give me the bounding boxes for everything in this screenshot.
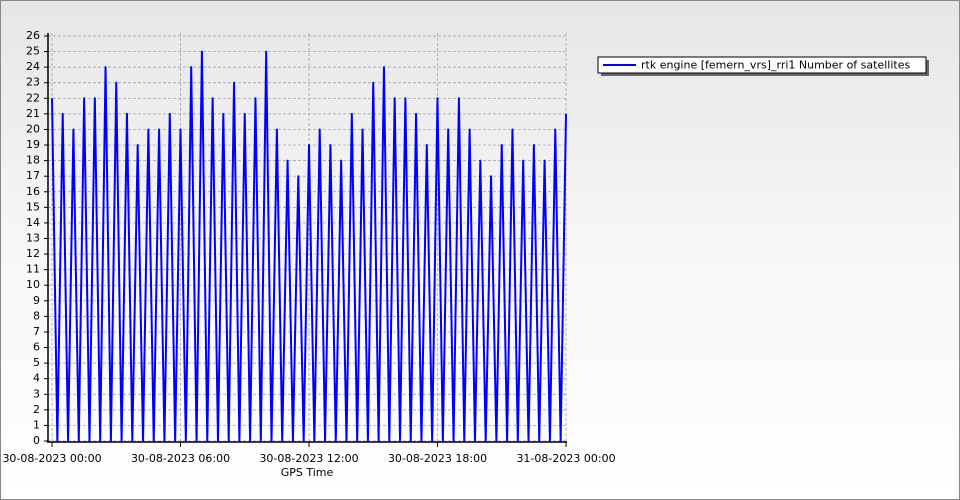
legend [597,56,927,74]
y-tick-label: 7 [33,325,40,338]
y-tick-label: 15 [26,200,40,213]
x-tick-label: 30-08-2023 00:00 [2,452,101,465]
x-tick-label: 30-08-2023 12:00 [259,452,358,465]
x-tick-label: 30-08-2023 06:00 [131,452,230,465]
y-tick-label: 11 [26,263,40,276]
y-tick-label: 24 [26,60,40,73]
legend-label: rtk engine [femern_vrs]_rri1 Number of s… [641,59,910,72]
x-tick-label: 31-08-2023 00:00 [516,452,615,465]
y-tick-label: 10 [26,278,40,291]
y-tick-label: 22 [26,91,40,104]
y-tick-label: 1 [33,418,40,431]
y-tick-label: 18 [26,154,40,167]
y-tick-label: 2 [33,403,40,416]
y-tick-label: 17 [26,169,40,182]
y-tick-label: 5 [33,356,40,369]
x-axis-title: GPS Time [281,466,334,479]
y-tick-label: 3 [33,387,40,400]
y-tick-label: 19 [26,138,40,151]
x-tick-label: 30-08-2023 18:00 [388,452,487,465]
y-tick-label: 25 [26,45,40,58]
y-tick-label: 13 [26,232,40,245]
y-tick-label: 16 [26,185,40,198]
y-tick-label: 6 [33,341,40,354]
y-tick-label: 8 [33,309,40,322]
y-tick-label: 14 [26,216,40,229]
y-tick-label: 12 [26,247,40,260]
y-tick-label: 26 [26,29,40,42]
y-tick-label: 23 [26,76,40,89]
y-tick-label: 9 [33,294,40,307]
y-tick-label: 4 [33,372,40,385]
series-line [51,50,567,442]
y-tick-label: 21 [26,107,40,120]
y-tick-label: 0 [33,434,40,447]
y-tick-label: 20 [26,122,40,135]
